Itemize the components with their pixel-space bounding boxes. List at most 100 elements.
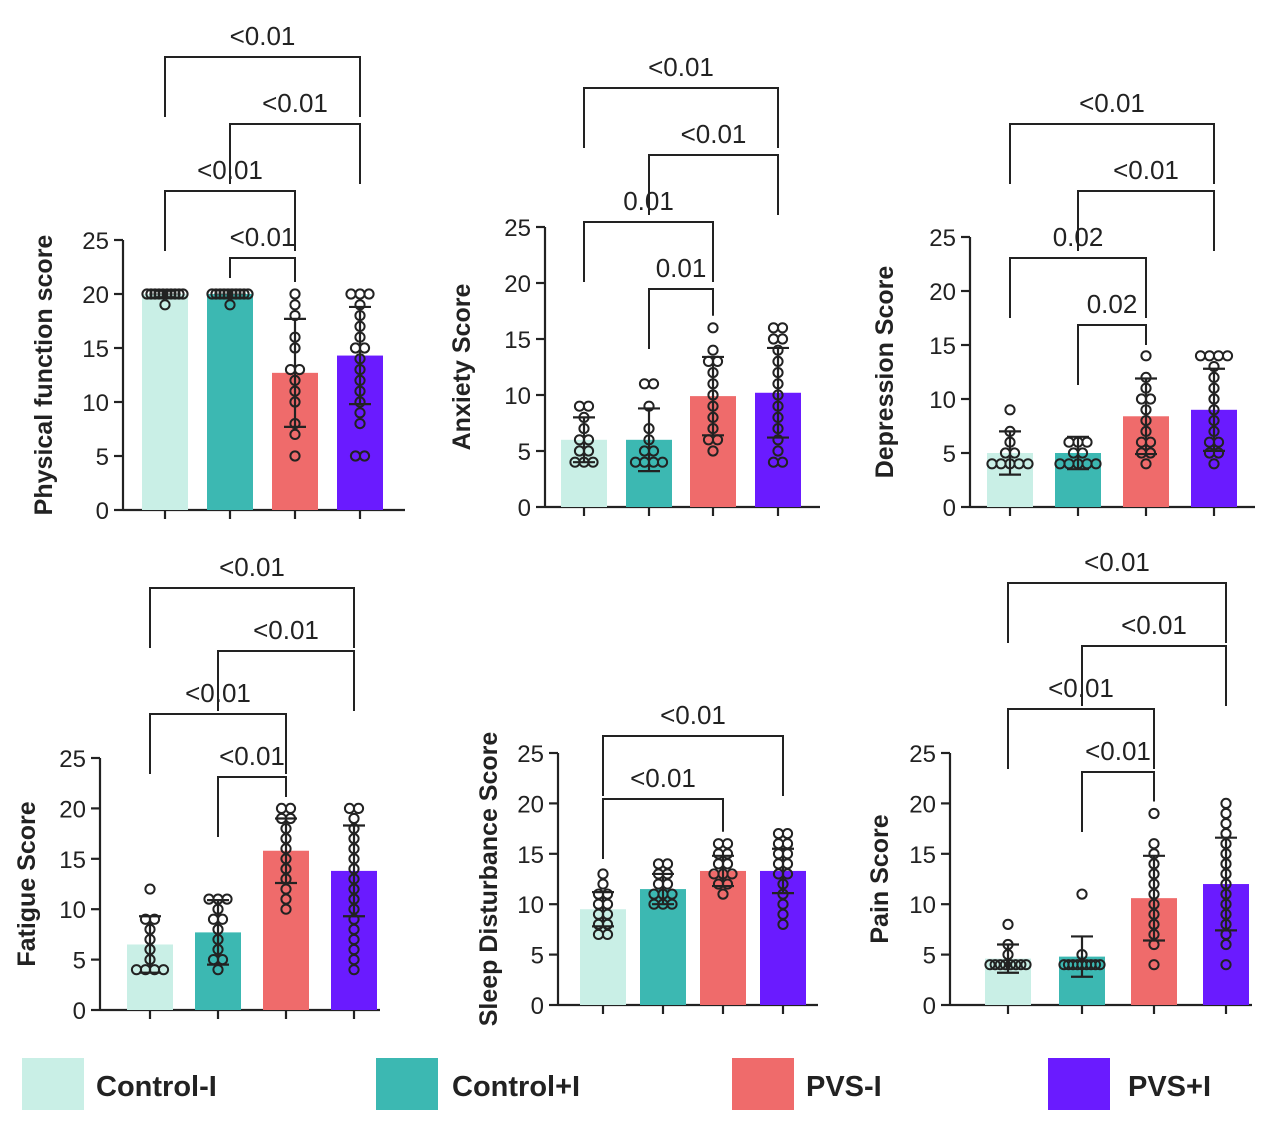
y-tick-label: 15 xyxy=(929,333,956,360)
data-point xyxy=(707,445,719,457)
y-axis-label: Physical function score xyxy=(30,235,58,516)
data-point xyxy=(592,888,605,900)
data-point xyxy=(721,838,734,850)
p-value-label: <0.01 xyxy=(1113,155,1179,185)
y-tick-label: 15 xyxy=(909,842,936,869)
y-tick-label: 10 xyxy=(909,892,936,919)
y-tick-label: 20 xyxy=(929,279,956,306)
p-value-label: <0.01 xyxy=(1079,88,1145,118)
data-point xyxy=(776,322,789,334)
data-point xyxy=(161,288,173,300)
significance-bracket xyxy=(1081,645,1227,706)
y-tick-label: 15 xyxy=(82,336,109,363)
data-point xyxy=(210,288,222,300)
p-value-label: <0.01 xyxy=(1084,547,1150,577)
data-point xyxy=(767,333,780,345)
data-point xyxy=(169,288,181,300)
data-point xyxy=(597,878,609,890)
data-point xyxy=(772,848,785,860)
significance-bracket xyxy=(217,776,287,837)
data-point xyxy=(573,400,586,412)
data-point xyxy=(358,342,371,354)
data-point xyxy=(1148,838,1160,850)
y-tick-label: 10 xyxy=(929,387,956,414)
data-point xyxy=(289,428,301,440)
p-value-label: <0.01 xyxy=(648,52,714,82)
p-value-label: 0.02 xyxy=(1087,289,1138,319)
significance-bracket xyxy=(1007,708,1155,769)
data-point xyxy=(772,838,785,850)
data-point xyxy=(652,878,665,890)
legend-label: PVS+I xyxy=(1128,1071,1211,1103)
data-point xyxy=(177,288,189,300)
y-tick-label: 25 xyxy=(59,746,86,773)
y-axis-label: Sleep Disturbance Score xyxy=(475,732,503,1027)
data-point xyxy=(1220,959,1232,971)
legend-label: Control-I xyxy=(96,1071,217,1103)
significance-bracket xyxy=(648,288,714,349)
data-point xyxy=(1015,959,1027,971)
y-tick-label: 5 xyxy=(923,943,936,970)
y-tick-label: 15 xyxy=(517,842,544,869)
significance-bracket xyxy=(229,123,361,184)
data-point xyxy=(348,812,360,825)
data-point xyxy=(1144,393,1157,405)
data-point xyxy=(1002,918,1014,930)
data-point xyxy=(293,364,306,376)
p-value-label: <0.01 xyxy=(1121,610,1187,640)
data-point xyxy=(343,802,356,815)
data-point xyxy=(717,888,729,900)
chart-panel: 0 5 10 15 20 25 Anxiety Score <0.01 <0.01 0.01 0.0… xyxy=(448,52,820,522)
y-tick-label: 0 xyxy=(96,498,109,525)
data-point xyxy=(781,848,794,860)
data-point xyxy=(173,288,185,300)
p-value-label: 0.01 xyxy=(623,186,674,216)
y-tick-label: 20 xyxy=(517,791,544,818)
p-value-label: <0.01 xyxy=(630,763,696,793)
significance-bracket xyxy=(1077,324,1147,385)
p-value-label: 0.02 xyxy=(1053,222,1104,252)
chart-panel: 0 5 10 15 20 25 Physical function score <0.01 <0… xyxy=(30,21,405,525)
data-point xyxy=(712,848,725,860)
y-tick-label: 10 xyxy=(59,897,86,924)
y-tick-label: 5 xyxy=(73,948,86,975)
legend-swatch xyxy=(22,1058,84,1110)
data-point xyxy=(1221,350,1234,362)
data-point xyxy=(358,450,371,462)
significance-bracket xyxy=(602,735,784,796)
data-point xyxy=(781,838,794,850)
significance-bracket xyxy=(1009,123,1215,184)
data-point xyxy=(289,288,301,300)
y-tick-label: 20 xyxy=(59,796,86,823)
y-tick-label: 25 xyxy=(909,741,936,768)
significance-bracket xyxy=(583,87,779,148)
p-value-label: <0.01 xyxy=(1085,736,1151,766)
data-point xyxy=(1140,458,1152,470)
data-point xyxy=(772,828,785,840)
y-tick-label: 20 xyxy=(909,791,936,818)
significance-bracket xyxy=(229,257,296,282)
data-point xyxy=(1081,436,1093,448)
legend-label: Control+I xyxy=(452,1071,580,1103)
data-point xyxy=(159,299,171,311)
data-point xyxy=(275,802,288,815)
data-point xyxy=(776,333,789,345)
y-tick-label: 5 xyxy=(96,444,109,471)
y-tick-label: 25 xyxy=(504,215,531,242)
p-value-label: <0.01 xyxy=(219,552,285,582)
chart-panel: 0 5 10 15 20 25 Pain Score <0.01 <0.01 <0.01 <0.01 xyxy=(866,547,1252,1020)
data-point xyxy=(721,848,734,860)
data-point xyxy=(781,858,794,870)
data-point xyxy=(157,964,170,976)
data-point xyxy=(1148,959,1160,971)
data-point xyxy=(289,450,301,462)
y-tick-label: 0 xyxy=(518,495,531,522)
data-point xyxy=(592,898,605,910)
data-point xyxy=(601,888,614,900)
data-point xyxy=(1220,817,1232,830)
data-point xyxy=(1090,458,1102,470)
significance-bracket xyxy=(1081,771,1155,832)
p-value-label: <0.01 xyxy=(230,222,296,252)
data-point xyxy=(242,288,254,300)
data-point xyxy=(707,344,719,356)
